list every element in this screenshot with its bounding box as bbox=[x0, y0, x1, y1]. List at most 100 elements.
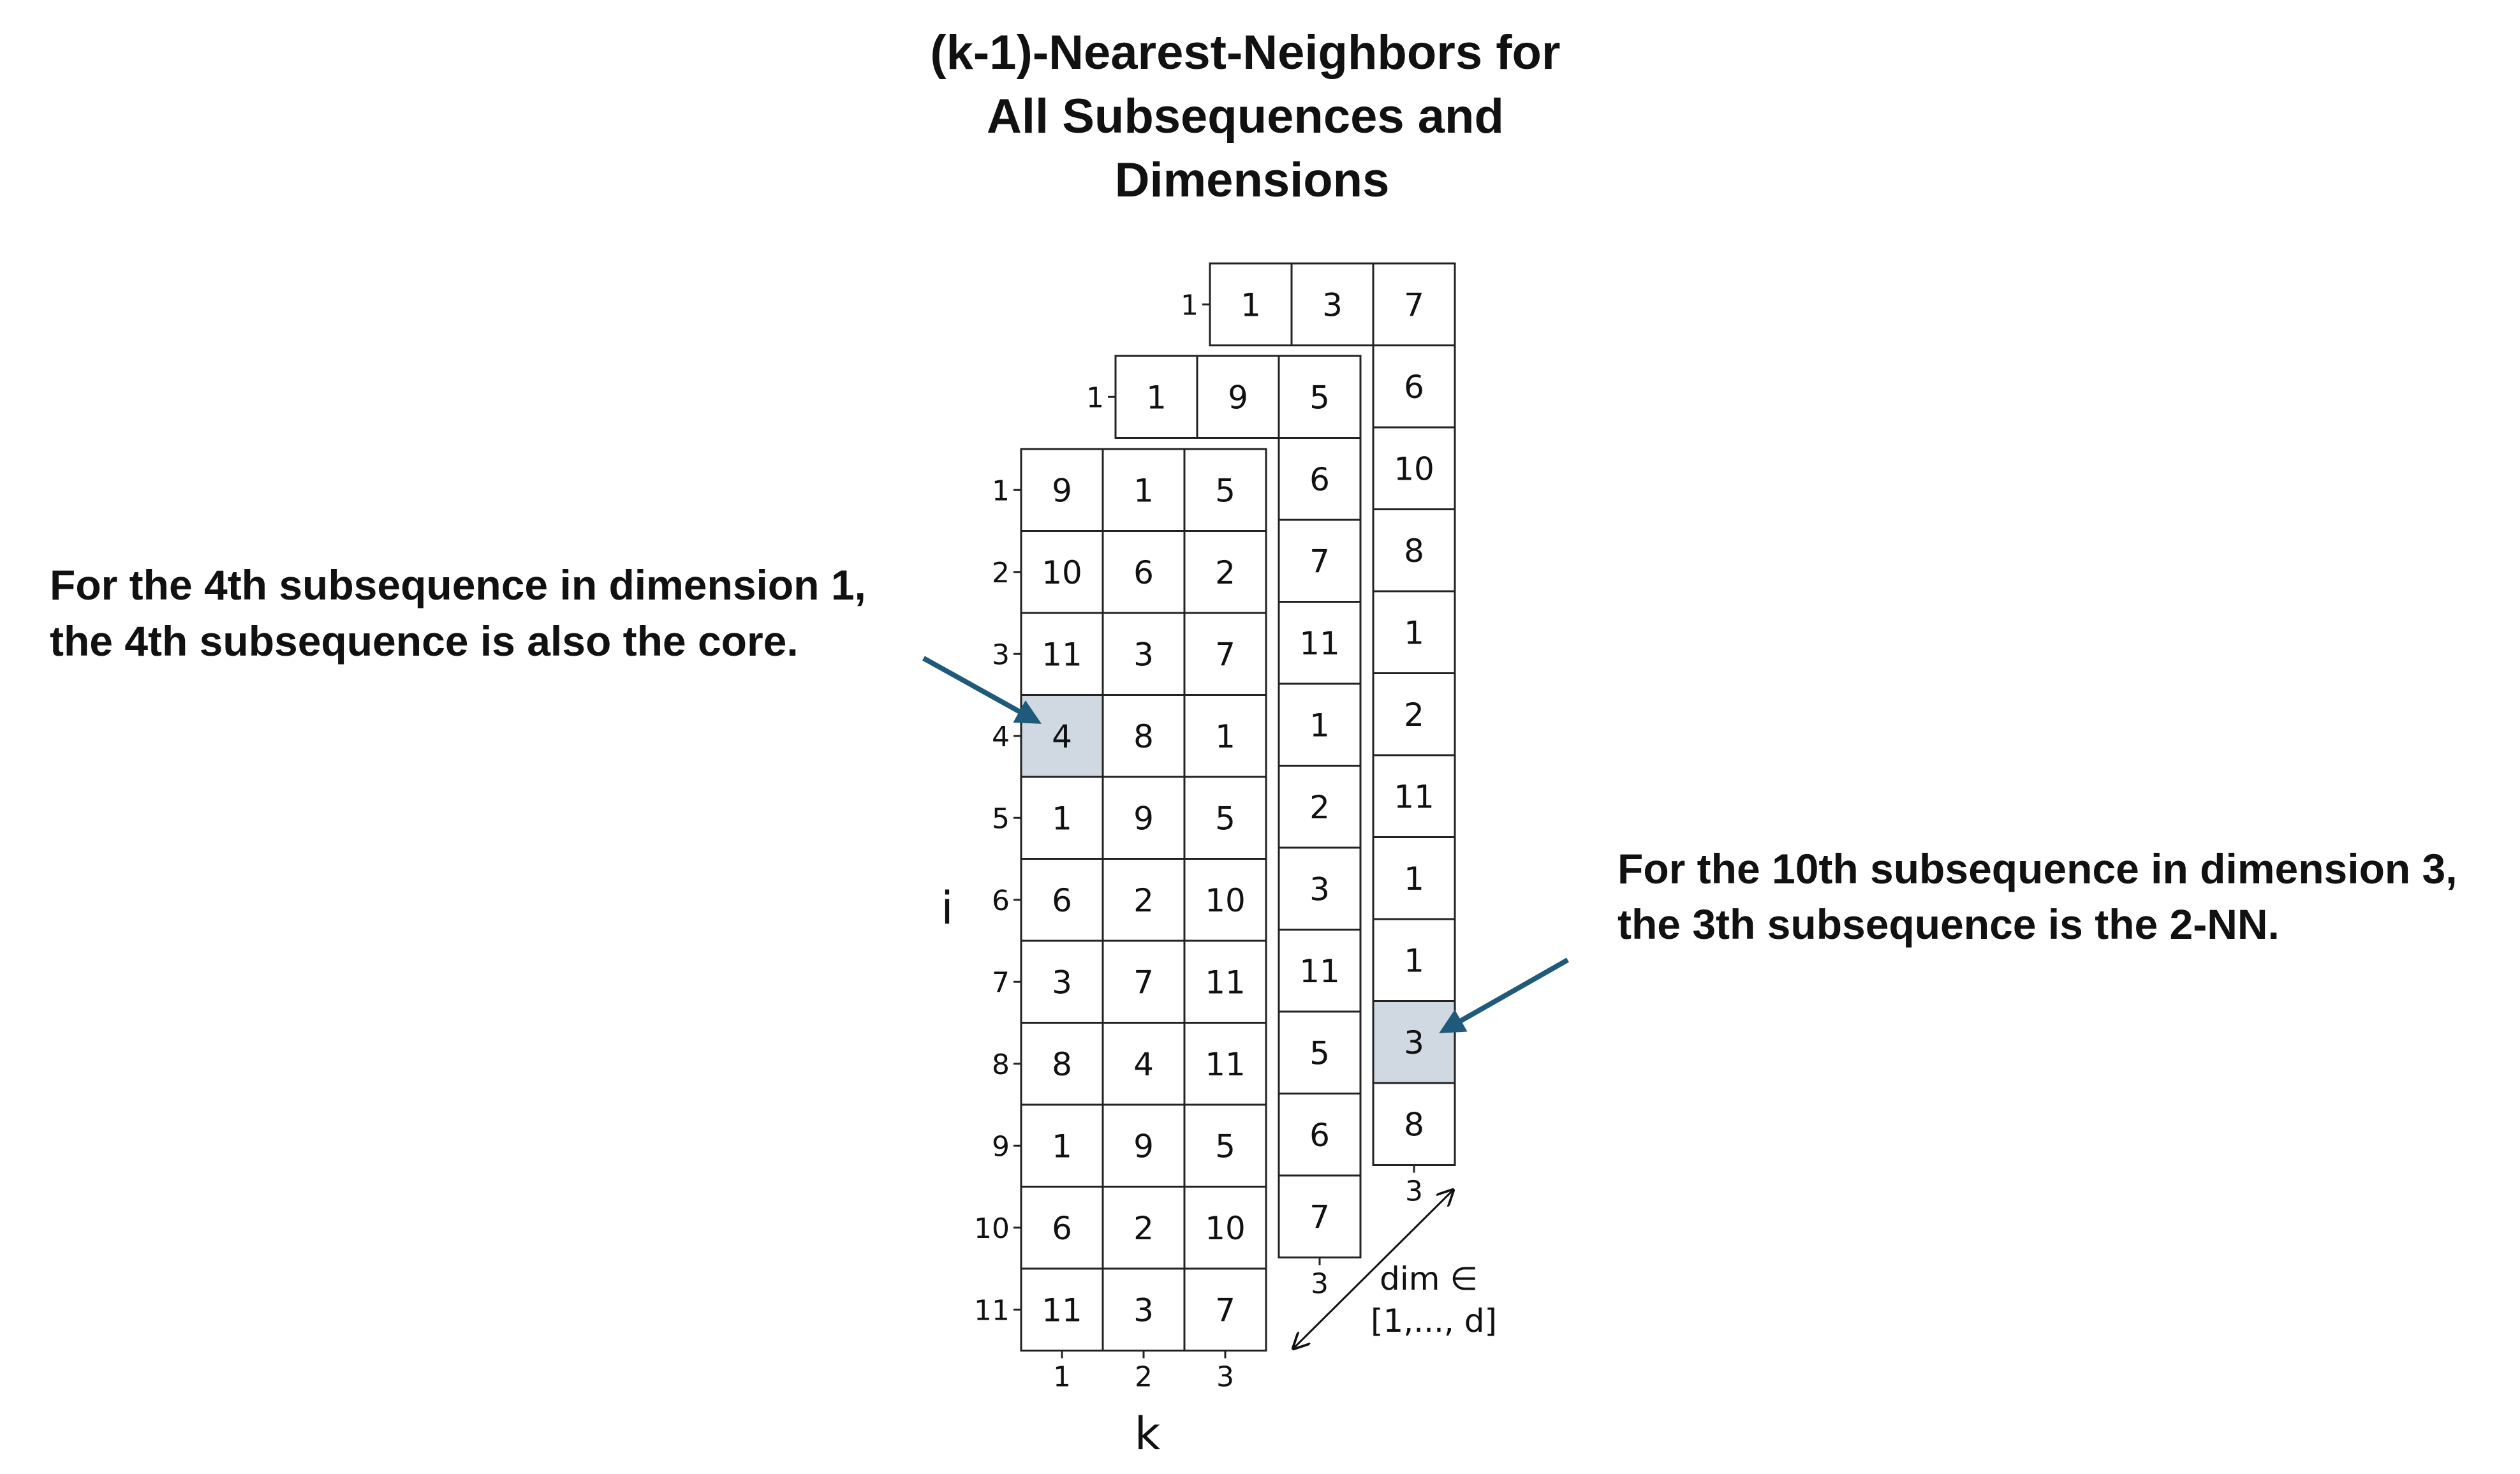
back-cell-r1-c3 bbox=[1372, 262, 1456, 346]
middle-cell-r1-c1 bbox=[1114, 355, 1198, 439]
middle-cell-r3-c3 bbox=[1278, 519, 1362, 603]
back-cell-r4-c3-value: 8 bbox=[1404, 533, 1424, 570]
title-line-3: Dimensions bbox=[1115, 153, 1390, 207]
middle-cell-r7-c3-value: 3 bbox=[1309, 871, 1330, 908]
annotation-right-line-1: For the 10th subsequence in dimension 3, bbox=[1617, 845, 2457, 892]
front-col-tick-3: 3 bbox=[1216, 1361, 1234, 1394]
front-cell-r10-c1-value: 6 bbox=[1052, 1210, 1072, 1247]
front-cell-r7-c3 bbox=[1183, 940, 1267, 1024]
back-cell-r1-c1-value: 1 bbox=[1241, 286, 1261, 323]
front-row-tick-6: 6 bbox=[992, 885, 1010, 917]
middle-cell-r1-c3-value: 5 bbox=[1309, 379, 1330, 416]
front-cell-r6-c3 bbox=[1183, 858, 1267, 942]
middle-cell-r6-c3 bbox=[1278, 765, 1362, 849]
back-row-tick-1: 1 bbox=[1181, 289, 1198, 321]
front-cell-r6-c3-value: 10 bbox=[1205, 882, 1246, 919]
back-cell-r1-c1 bbox=[1209, 262, 1293, 346]
back-cell-r3-c3-value: 10 bbox=[1394, 450, 1434, 487]
front-cell-r6-c2-value: 2 bbox=[1133, 882, 1154, 919]
middle-cell-r1-c2 bbox=[1196, 355, 1280, 439]
back-cell-r1-c3-value: 7 bbox=[1404, 286, 1424, 323]
front-cell-r3-c1-value: 11 bbox=[1042, 636, 1082, 673]
front-cell-r1-c1 bbox=[1020, 448, 1104, 532]
middle-cell-r4-c3-value: 11 bbox=[1299, 625, 1340, 662]
middle-cell-r5-c3-value: 1 bbox=[1309, 707, 1330, 744]
front-cell-r10-c3 bbox=[1183, 1186, 1267, 1270]
middle-cell-r2-c3-value: 6 bbox=[1309, 461, 1330, 498]
middle-cell-r10-c3 bbox=[1278, 1093, 1362, 1177]
front-cell-r9-c1-value: 1 bbox=[1052, 1128, 1072, 1165]
annotation-right-line-2: the 3th subsequence is the 2-NN. bbox=[1617, 901, 2280, 948]
front-cell-r7-c1-value: 3 bbox=[1052, 964, 1072, 1001]
front-cell-r11-c2-value: 3 bbox=[1133, 1292, 1154, 1329]
front-cell-r10-c2-value: 2 bbox=[1133, 1210, 1154, 1247]
annotation-left: For the 4th subsequence in dimension 1, … bbox=[50, 561, 878, 665]
middle-cell-r1-c2-value: 9 bbox=[1228, 379, 1248, 416]
middle-cell-r1-c3 bbox=[1278, 355, 1362, 439]
middle-cell-r9-c3-value: 5 bbox=[1309, 1035, 1330, 1072]
middle-cell-r10-c3-value: 6 bbox=[1309, 1117, 1330, 1154]
front-cell-r2-c1 bbox=[1020, 530, 1104, 614]
title-line-1: (k-1)-Nearest-Neighbors for bbox=[930, 26, 1560, 80]
front-cell-r5-c3-value: 5 bbox=[1215, 800, 1235, 837]
middle-col-tick-3: 3 bbox=[1311, 1268, 1329, 1301]
front-cell-r4-c2-value: 8 bbox=[1133, 718, 1154, 755]
callout-arrow-right bbox=[1439, 957, 1569, 1033]
front-row-tick-10: 10 bbox=[974, 1212, 1010, 1245]
dimension-label-line-1: dim ∈ bbox=[1380, 1260, 1478, 1297]
back-cell-r8-c3-value: 1 bbox=[1404, 860, 1424, 897]
front-cell-r3-c2 bbox=[1102, 612, 1186, 696]
front-cell-r11-c2 bbox=[1102, 1267, 1186, 1352]
front-cell-r11-c1-value: 11 bbox=[1042, 1292, 1082, 1329]
middle-cell-r8-c3 bbox=[1278, 929, 1362, 1013]
title-line-2: All Subsequences and bbox=[987, 89, 1504, 144]
front-cell-r3-c3-value: 7 bbox=[1215, 636, 1235, 673]
back-cell-r9-c3-value: 1 bbox=[1404, 942, 1424, 979]
middle-cell-r2-c3 bbox=[1278, 437, 1362, 521]
middle-cell-r3-c3-value: 7 bbox=[1309, 543, 1330, 580]
front-row-tick-9: 9 bbox=[992, 1130, 1010, 1163]
front-cell-r3-c2-value: 3 bbox=[1133, 636, 1154, 673]
front-cell-r4-c3 bbox=[1183, 694, 1267, 778]
back-cell-r5-c3 bbox=[1372, 590, 1456, 674]
front-cell-r4-c2 bbox=[1102, 694, 1186, 778]
back-cell-r6-c3-value: 2 bbox=[1404, 696, 1424, 733]
front-row-tick-7: 7 bbox=[992, 966, 1010, 999]
middle-cell-r1-c1-value: 1 bbox=[1146, 379, 1167, 416]
front-row-tick-2: 2 bbox=[992, 557, 1010, 589]
front-cell-r1-c2 bbox=[1102, 448, 1186, 532]
middle-cell-r9-c3 bbox=[1278, 1010, 1362, 1094]
front-cell-r8-c2-value: 4 bbox=[1133, 1046, 1154, 1083]
front-col-tick-2: 2 bbox=[1135, 1361, 1153, 1394]
front-cell-r10-c2 bbox=[1102, 1186, 1186, 1270]
back-cell-r1-c2 bbox=[1290, 262, 1374, 346]
back-cell-r6-c3 bbox=[1372, 672, 1456, 756]
axis-k-label: k bbox=[1135, 1408, 1161, 1460]
front-row-tick-1: 1 bbox=[992, 475, 1010, 507]
front-cell-r6-c1-value: 6 bbox=[1052, 882, 1072, 919]
front-cell-r4-c3-value: 1 bbox=[1215, 718, 1235, 755]
front-cell-r5-c2-value: 9 bbox=[1133, 800, 1154, 837]
front-cell-r4-c1-value: 4 bbox=[1052, 718, 1072, 755]
back-cell-r11-c3-value: 8 bbox=[1404, 1106, 1424, 1143]
front-cell-r1-c1-value: 9 bbox=[1052, 472, 1072, 509]
front-cell-r1-c3 bbox=[1183, 448, 1267, 532]
front-cell-r5-c2 bbox=[1102, 776, 1186, 860]
diagram-title: (k-1)-Nearest-Neighbors for All Subseque… bbox=[930, 26, 1573, 207]
annotation-left-line-1: For the 4th subsequence in dimension 1, bbox=[50, 561, 866, 608]
front-cell-r3-c3 bbox=[1183, 612, 1267, 696]
dimension-label-line-2: [1,..., d] bbox=[1371, 1302, 1497, 1339]
front-col-tick-1: 1 bbox=[1053, 1361, 1071, 1394]
front-cell-r7-c3-value: 11 bbox=[1205, 964, 1246, 1001]
back-cell-r5-c3-value: 1 bbox=[1404, 614, 1424, 651]
front-cell-r2-c3-value: 2 bbox=[1215, 554, 1235, 591]
middle-cell-r8-c3-value: 11 bbox=[1299, 953, 1340, 990]
back-cell-r9-c3 bbox=[1372, 918, 1456, 1002]
front-cell-r7-c2 bbox=[1102, 940, 1186, 1024]
middle-cell-r4-c3 bbox=[1278, 601, 1362, 685]
back-cell-r10-c3-value: 3 bbox=[1404, 1024, 1424, 1061]
dimension-depth-arrow bbox=[1293, 1190, 1453, 1348]
